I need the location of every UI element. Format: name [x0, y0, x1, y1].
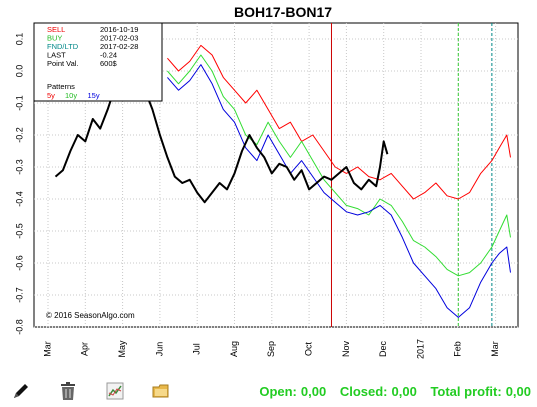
trash-icon[interactable]: [57, 380, 79, 402]
y-tick-label: -0.8: [14, 319, 24, 335]
info-value: 2017-02-03: [100, 34, 138, 43]
closed-value: 0,00: [391, 384, 417, 399]
info-label: FND/LTD: [47, 42, 79, 51]
info-box: SELL 2016-10-19 BUY 2017-02-03 FND/LTD 2017-0…: [33, 22, 163, 102]
y-tick-label: -0.5: [14, 223, 24, 239]
y-tick-label: -0.3: [14, 159, 24, 175]
x-tick-label: Oct: [303, 342, 313, 357]
x-tick-label: Mar: [42, 341, 52, 357]
series-line-5y: [167, 44, 511, 200]
y-tick-label: -0.4: [14, 191, 24, 207]
x-tick-label: Dec: [378, 341, 388, 358]
y-tick-label: 0.1: [14, 33, 24, 46]
x-tick-label: Sep: [266, 341, 276, 357]
x-tick-label: Nov: [341, 341, 351, 358]
legend-entry-10y: 10y: [65, 91, 77, 100]
series-line-15y: [167, 64, 511, 318]
copyright-text: © 2016 SeasonAlgo.com: [46, 311, 135, 320]
open-label: Open:: [259, 384, 297, 399]
total-profit-label: Total profit:: [430, 384, 502, 399]
info-value: 2016-10-19: [100, 25, 138, 34]
pencil-icon[interactable]: [10, 380, 32, 402]
season-chart: BOH17-BON17 0.1 0.0 -0.1 -0.2 -0.3 -0.4 -0.5 -0…: [14, 4, 519, 359]
info-label: Point Val.: [47, 59, 79, 68]
info-label: LAST: [47, 51, 66, 60]
x-tick-label: 2017: [415, 339, 425, 359]
info-value: 600$: [100, 59, 118, 68]
y-tick-label: -0.2: [14, 127, 24, 143]
x-tick-label: Feb: [453, 341, 463, 357]
x-tick-label: Jul: [192, 343, 202, 355]
chart-icon[interactable]: [104, 380, 126, 402]
y-tick-label: 0.0: [14, 65, 24, 78]
info-label: BUY: [47, 34, 62, 43]
toolbar: Open: 0,00 Closed: 0,00 Total profit: 0,00: [0, 376, 537, 407]
y-tick-label: -0.1: [14, 95, 24, 111]
folder-icon[interactable]: [150, 380, 172, 402]
chart-panel: BOH17-BON17 0.1 0.0 -0.1 -0.2 -0.3 -0.4 -0.5 -0…: [14, 4, 519, 359]
total-profit-value: 0,00: [505, 384, 531, 399]
info-label: SELL: [47, 25, 65, 34]
legend-entry-15y: 15y: [88, 91, 100, 100]
x-tick-label: May: [117, 340, 127, 358]
profit-summary: Open: 0,00 Closed: 0,00 Total profit: 0,00: [255, 384, 531, 399]
y-tick-label: -0.6: [14, 255, 24, 271]
info-value: -0.24: [100, 51, 117, 60]
x-tick-label: Jun: [154, 342, 164, 357]
chart-title: BOH17-BON17: [234, 4, 332, 20]
patterns-label: Patterns: [47, 82, 75, 91]
x-tick-label: Apr: [80, 342, 90, 356]
info-value: 2017-02-28: [100, 42, 138, 51]
series-line-10y: [167, 54, 511, 277]
x-tick-label: Mar: [490, 341, 500, 357]
x-tick-label: Aug: [229, 341, 239, 357]
y-tick-label: -0.7: [14, 287, 24, 303]
closed-label: Closed:: [339, 384, 388, 399]
legend-entry-5y: 5y: [47, 91, 55, 100]
open-value: 0,00: [300, 384, 327, 399]
